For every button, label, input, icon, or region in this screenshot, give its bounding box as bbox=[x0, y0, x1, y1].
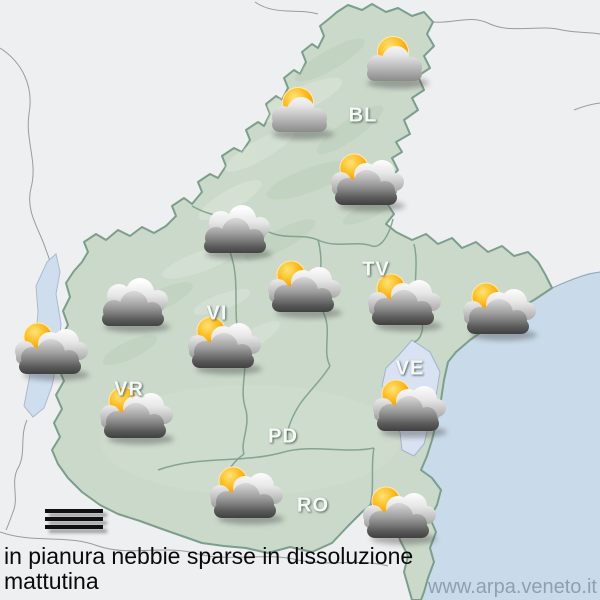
fog-icon bbox=[45, 509, 103, 533]
friuli-coastline bbox=[551, 271, 600, 289]
province-label-ro: RO bbox=[297, 494, 329, 517]
province-label-ve: VE bbox=[395, 357, 425, 380]
province-label-vi: VI bbox=[206, 302, 228, 325]
province-label-tv: TV bbox=[362, 258, 390, 281]
neighbor-borders bbox=[0, 1, 600, 567]
province-label-pd: PD bbox=[268, 425, 298, 448]
fog-bar bbox=[45, 525, 103, 529]
fog-bar bbox=[45, 517, 103, 521]
forecast-caption: in pianura nebbie sparse in dissoluzione… bbox=[4, 543, 414, 594]
province-label-bl: BL bbox=[348, 104, 378, 127]
adriatic-sea bbox=[421, 272, 600, 600]
province-label-vr: VR bbox=[114, 378, 144, 401]
website-watermark[interactable]: www.arpa.veneto.it bbox=[428, 576, 597, 598]
fog-bar bbox=[45, 509, 103, 513]
